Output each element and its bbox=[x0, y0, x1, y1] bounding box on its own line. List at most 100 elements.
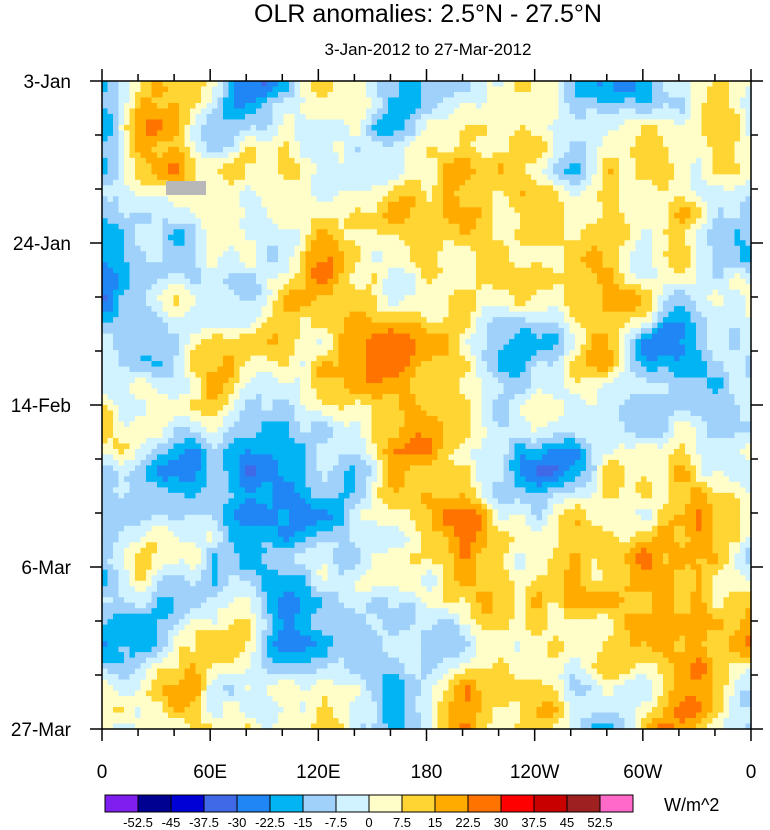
field-cell bbox=[536, 91, 543, 99]
field-cell bbox=[118, 251, 125, 258]
field-cell bbox=[124, 135, 131, 143]
field-cell bbox=[382, 152, 389, 159]
field-cell bbox=[234, 190, 241, 197]
field-cell bbox=[344, 146, 351, 153]
field-cell bbox=[476, 234, 483, 241]
field-cell bbox=[723, 218, 730, 225]
field-cell bbox=[393, 256, 400, 263]
field-cell bbox=[278, 97, 285, 104]
field-cell bbox=[454, 81, 461, 88]
field-cell bbox=[316, 229, 323, 236]
field-cell bbox=[305, 179, 312, 186]
field-cell bbox=[630, 157, 637, 164]
field-cell bbox=[740, 97, 747, 104]
field-cell bbox=[223, 179, 230, 186]
field-cell bbox=[327, 306, 334, 313]
field-cell bbox=[652, 196, 659, 203]
field-cell bbox=[190, 267, 197, 274]
field-cell bbox=[481, 179, 488, 186]
field-cell bbox=[113, 135, 120, 143]
field-cell bbox=[476, 190, 483, 197]
field-cell bbox=[646, 91, 653, 99]
field-cell bbox=[162, 311, 169, 318]
field-cell bbox=[465, 262, 472, 269]
field-cell bbox=[685, 86, 692, 93]
field-cell bbox=[162, 185, 169, 192]
field-cell bbox=[465, 124, 472, 132]
field-cell bbox=[140, 196, 147, 203]
field-cell bbox=[366, 278, 373, 285]
field-cell bbox=[195, 81, 202, 88]
field-cell bbox=[272, 124, 279, 132]
field-cell bbox=[316, 306, 323, 313]
field-cell bbox=[305, 289, 312, 296]
field-cell bbox=[234, 229, 241, 236]
field-cell bbox=[718, 300, 725, 307]
field-cell bbox=[674, 102, 681, 110]
field-cell bbox=[371, 81, 378, 88]
field-cell bbox=[674, 97, 681, 104]
field-cell bbox=[261, 267, 268, 274]
field-cell bbox=[278, 311, 285, 318]
field-cell bbox=[580, 251, 587, 258]
field-cell bbox=[608, 102, 615, 110]
field-cell bbox=[492, 284, 499, 291]
field-cell bbox=[591, 108, 598, 115]
field-cell bbox=[503, 223, 510, 230]
field-cell bbox=[388, 201, 395, 208]
field-cell bbox=[278, 130, 285, 137]
field-cell bbox=[652, 229, 659, 236]
field-cell bbox=[201, 130, 208, 137]
field-cell bbox=[283, 306, 290, 313]
field-cell bbox=[652, 278, 659, 285]
field-cell bbox=[388, 251, 395, 258]
field-cell bbox=[195, 207, 202, 214]
field-cell bbox=[140, 163, 147, 170]
field-cell bbox=[162, 135, 169, 143]
field-cell bbox=[547, 245, 554, 252]
field-cell bbox=[487, 157, 494, 164]
field-cell bbox=[245, 97, 252, 104]
field-cell bbox=[404, 278, 411, 285]
field-cell bbox=[146, 130, 153, 137]
field-cell bbox=[377, 245, 384, 252]
field-cell bbox=[509, 273, 516, 280]
field-cell bbox=[371, 108, 378, 115]
field-cell bbox=[564, 130, 571, 137]
field-cell bbox=[712, 146, 719, 153]
field-cell bbox=[305, 185, 312, 192]
field-cell bbox=[234, 251, 241, 258]
field-cell bbox=[250, 245, 257, 252]
field-cell bbox=[173, 278, 180, 285]
field-cell bbox=[305, 212, 312, 219]
field-cell bbox=[476, 300, 483, 307]
field-cell bbox=[679, 262, 686, 269]
field-cell bbox=[245, 91, 252, 99]
field-cell bbox=[168, 168, 175, 175]
field-cell bbox=[289, 218, 296, 225]
field-cell bbox=[311, 168, 318, 175]
field-cell bbox=[630, 245, 637, 252]
field-cell bbox=[591, 146, 598, 153]
field-cell bbox=[371, 146, 378, 153]
field-cell bbox=[129, 196, 136, 203]
field-cell bbox=[635, 157, 642, 164]
field-cell bbox=[690, 284, 697, 291]
field-cell bbox=[261, 174, 268, 181]
field-cell bbox=[179, 97, 186, 104]
field-cell bbox=[503, 234, 510, 241]
field-cell bbox=[272, 234, 279, 241]
field-cell bbox=[652, 190, 659, 197]
field-cell bbox=[707, 267, 714, 274]
field-cell bbox=[173, 284, 180, 291]
field-cell bbox=[327, 262, 334, 269]
field-cell bbox=[701, 174, 708, 181]
field-cell bbox=[124, 163, 131, 170]
field-cell bbox=[586, 81, 593, 88]
field-cell bbox=[448, 284, 455, 291]
field-cell bbox=[564, 86, 571, 93]
field-cell bbox=[426, 284, 433, 291]
field-cell bbox=[448, 157, 455, 164]
field-cell bbox=[162, 97, 169, 104]
field-cell bbox=[745, 91, 752, 99]
